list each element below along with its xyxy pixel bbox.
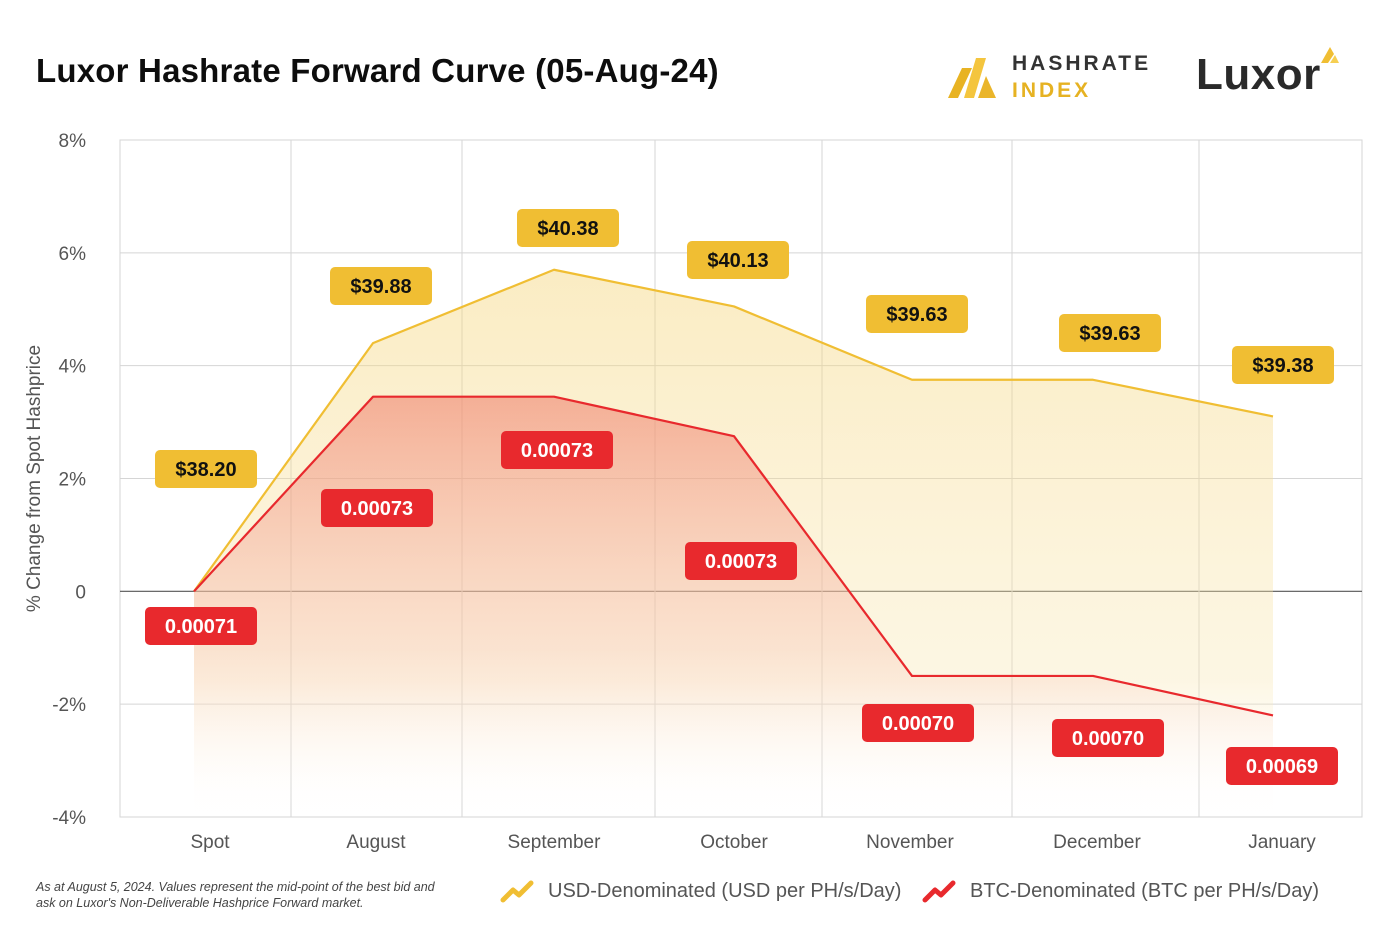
forward-curve-chart: $38.20 $39.88 $40.38 $40.13 $39.63 $39.63 $39.… (24, 131, 1363, 853)
btc-data-label-text: 0.00070 (882, 713, 954, 735)
btc-data-label: 0.00070 (1052, 719, 1164, 757)
usd-data-label-text: $39.63 (1079, 323, 1140, 345)
legend-btc-icon (922, 880, 956, 903)
line-layer (193, 268, 1274, 717)
y-tick-label: 2% (59, 470, 87, 491)
usd-data-label-text: $39.38 (1252, 355, 1313, 377)
x-tick-label: November (866, 832, 954, 853)
y-tick-label: -2% (52, 695, 86, 716)
usd-data-label-text: $40.13 (707, 250, 768, 272)
usd-data-label: $38.20 (155, 450, 257, 488)
usd-data-label: $39.38 (1232, 346, 1334, 384)
legend-usd: USD-Denominated (USD per PH/s/Day) (500, 878, 901, 904)
x-tick-label: Spot (190, 832, 230, 853)
btc-data-label-text: 0.00073 (705, 551, 777, 573)
btc-data-label-box (501, 431, 613, 469)
x-tick-label: September (508, 832, 602, 853)
legend-btc: BTC-Denominated (BTC per PH/s/Day) (922, 878, 1319, 904)
usd-data-label-box (687, 241, 789, 279)
usd-data-label-box (330, 267, 432, 305)
usd-data-label: $39.63 (1059, 314, 1161, 352)
btc-data-label: 0.00073 (321, 489, 433, 527)
usd-data-label-box (1232, 346, 1334, 384)
usd-data-label-text: $39.63 (886, 304, 947, 326)
x-tick-label: August (346, 832, 406, 853)
btc-data-label: 0.00070 (862, 704, 974, 742)
y-tick-label: 6% (59, 244, 87, 265)
y-tick-label: 4% (59, 357, 87, 378)
btc-data-label-text: 0.00073 (341, 498, 413, 520)
btc-data-label-box (862, 704, 974, 742)
chart-title: Luxor Hashrate Forward Curve (05-Aug-24) (36, 52, 719, 89)
btc-data-label-box (1226, 747, 1338, 785)
usd-data-label: $40.38 (517, 209, 619, 247)
hashrate-index-logo: HASHRATE INDEX (946, 50, 1156, 104)
btc-data-label-text: 0.00070 (1072, 728, 1144, 750)
y-axis-label: % Change from Spot Hashprice (24, 345, 45, 612)
luxor-logo: Luxor (1196, 44, 1346, 100)
hashrate-index-logo-line2: INDEX (1012, 79, 1092, 102)
usd-data-label-box (517, 209, 619, 247)
btc-data-label: 0.00069 (1226, 747, 1338, 785)
luxor-logo-word: Luxor (1196, 50, 1321, 99)
btc-data-label: 0.00073 (685, 542, 797, 580)
btc-data-label-box (1052, 719, 1164, 757)
x-tick-label: December (1053, 832, 1141, 853)
usd-data-label: $39.63 (866, 295, 968, 333)
usd-data-label: $40.13 (687, 241, 789, 279)
btc-data-label-box (321, 489, 433, 527)
hashrate-index-logo-line1: HASHRATE (1012, 52, 1152, 75)
usd-data-label-text: $40.38 (537, 218, 598, 240)
hashrate-index-logo-icon (948, 58, 996, 98)
usd-data-label-text: $39.88 (350, 276, 411, 298)
usd-data-label-box (866, 295, 968, 333)
btc-area (194, 396, 1273, 817)
legend-btc-label: BTC-Denominated (BTC per PH/s/Day) (970, 879, 1319, 902)
btc-data-label-box (145, 607, 257, 645)
usd-data-label-box (1059, 314, 1161, 352)
footnote: As at August 5, 2024. Values represent t… (36, 880, 435, 910)
x-tick-label: October (700, 832, 768, 853)
btc-line (193, 395, 1274, 717)
y-tick-label: 8% (59, 131, 87, 152)
data-label-layer: $38.20 $39.88 $40.38 $40.13 $39.63 $39.63 $39.… (145, 209, 1338, 785)
y-tick-label: -4% (52, 808, 86, 829)
btc-data-label-box (685, 542, 797, 580)
legend-usd-icon (500, 880, 534, 903)
luxor-logo-icon (1321, 47, 1339, 63)
btc-data-label-text: 0.00073 (521, 440, 593, 462)
btc-data-label: 0.00073 (501, 431, 613, 469)
usd-data-label: $39.88 (330, 267, 432, 305)
axis-layer: 8% 6% 4% 2% 0 -2% -4% Spot August September Octobe… (24, 131, 1316, 853)
y-tick-label: 0 (75, 582, 86, 603)
usd-data-label-box (155, 450, 257, 488)
btc-data-label: 0.00071 (145, 607, 257, 645)
legend-usd-label: USD-Denominated (USD per PH/s/Day) (548, 879, 902, 902)
btc-data-label-text: 0.00071 (165, 616, 237, 638)
usd-data-label-text: $38.20 (175, 459, 236, 481)
btc-data-label-text: 0.00069 (1246, 756, 1318, 778)
usd-line (193, 268, 1274, 592)
x-tick-label: January (1248, 832, 1316, 853)
